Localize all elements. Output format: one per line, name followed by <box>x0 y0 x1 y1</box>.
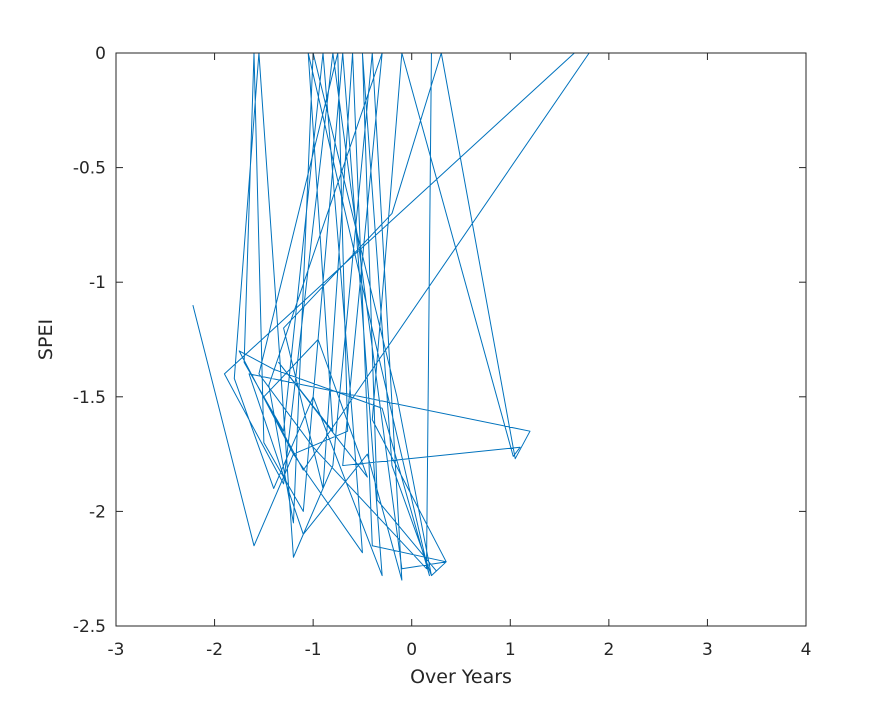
x-tick-label: -2 <box>206 640 223 660</box>
y-tick-label: -2.5 <box>73 617 106 637</box>
y-axis-label: SPEI <box>35 319 57 360</box>
y-tick-label: -1.5 <box>73 388 106 408</box>
y-tick-label: -1 <box>89 273 106 293</box>
x-tick-label: 4 <box>801 640 812 660</box>
x-tick-label: -1 <box>305 640 322 660</box>
x-tick-label: 1 <box>505 640 516 660</box>
x-tick-label: 3 <box>702 640 713 660</box>
x-tick-label: 2 <box>603 640 614 660</box>
x-tick-label: -3 <box>108 640 125 660</box>
ticks-layer: -3 -2 -1 0 1 2 3 4 0 -0.5 -1 -1.5 -2 -2.5 <box>73 44 812 660</box>
y-tick-label: -0.5 <box>73 159 106 179</box>
y-tick-label: 0 <box>95 44 106 64</box>
x-axis-label: Over Years <box>410 666 512 688</box>
y-tick-label: -2 <box>89 502 106 522</box>
axes-box <box>115 52 807 627</box>
x-tick-label: 0 <box>406 640 417 660</box>
series-line-0 <box>192 52 777 581</box>
plot-layer <box>192 52 777 581</box>
